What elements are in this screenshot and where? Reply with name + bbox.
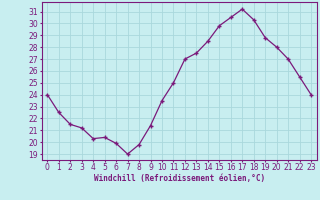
X-axis label: Windchill (Refroidissement éolien,°C): Windchill (Refroidissement éolien,°C) — [94, 174, 265, 183]
